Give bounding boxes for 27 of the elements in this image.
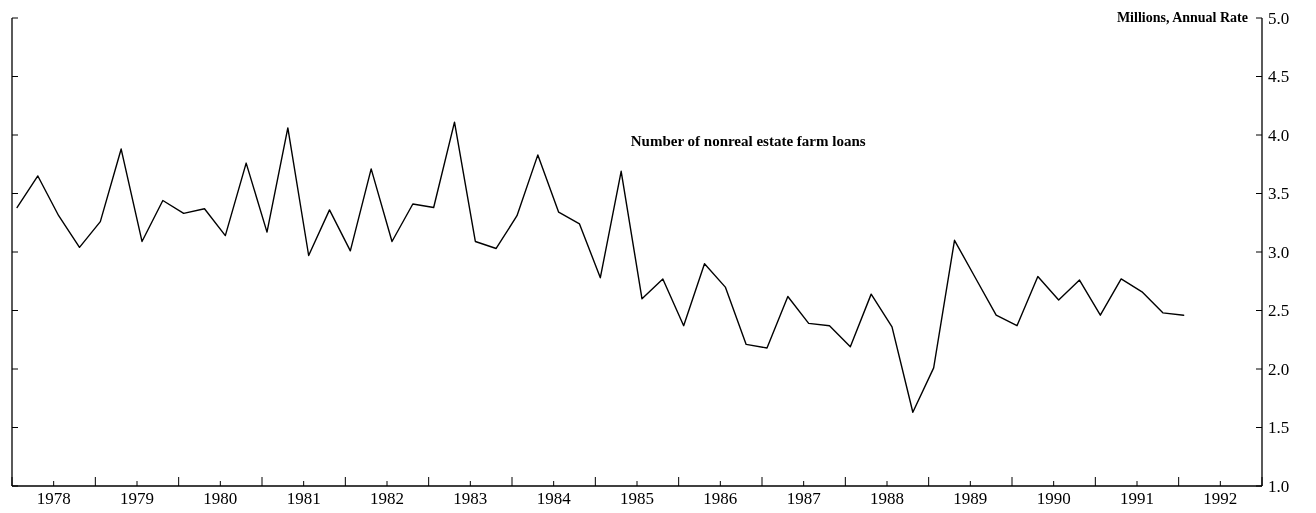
y-axis-title: Millions, Annual Rate [1116, 10, 1248, 25]
y-tick-label: 1.5 [1268, 418, 1290, 438]
x-tick-label: 1979 [120, 489, 154, 508]
x-tick-label: 1983 [453, 489, 488, 508]
x-tick-label: 1981 [286, 489, 321, 508]
x-tick-label: 1992 [1203, 489, 1238, 508]
x-tick-label: 1980 [203, 489, 238, 508]
y-tick-label: 4.0 [1268, 125, 1290, 145]
x-tick-label: 1978 [36, 489, 71, 508]
x-tick-label: 1990 [1036, 489, 1071, 508]
y-tick-label: 4.5 [1268, 67, 1290, 87]
x-tick-label: 1989 [953, 489, 988, 508]
series-label: Number of nonreal estate farm loans [630, 133, 866, 149]
line-series [16, 121, 1185, 413]
y-tick-label: 1.0 [1268, 476, 1290, 496]
y-tick-label: 2.0 [1268, 359, 1290, 379]
x-tick-label: 1986 [703, 489, 738, 508]
x-tick-label: 1991 [1120, 489, 1154, 508]
x-tick-label: 1988 [870, 489, 904, 508]
x-tick-label: 1987 [786, 489, 822, 508]
y-tick-label: 5.0 [1268, 8, 1290, 28]
x-tick-label: 1984 [536, 489, 572, 508]
x-tick-label: 1982 [370, 489, 404, 508]
y-tick-label: 3.0 [1268, 242, 1290, 262]
y-tick-label: 2.5 [1268, 301, 1290, 321]
x-tick-label: 1985 [620, 489, 654, 508]
y-tick-label: 3.5 [1268, 184, 1290, 204]
